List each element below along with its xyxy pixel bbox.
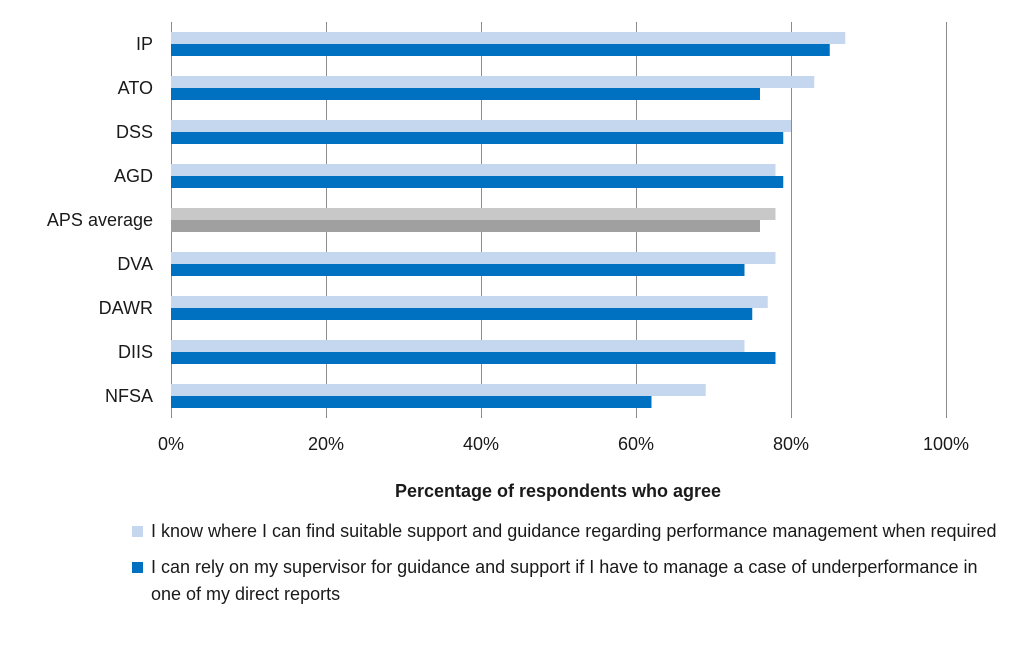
category-label: APS average bbox=[47, 210, 153, 230]
x-tick-label: 20% bbox=[308, 434, 344, 454]
bar-ip-series-2 bbox=[171, 44, 830, 56]
category-labels: IP ATO DSS AGD APS average DVA DAWR DIIS NFSA bbox=[47, 34, 153, 406]
category-label: DAWR bbox=[99, 298, 153, 318]
bars bbox=[171, 32, 846, 408]
category-label: NFSA bbox=[105, 386, 153, 406]
legend-label-series-2: I can rely on my supervisor for guidance… bbox=[151, 557, 978, 604]
category-label: DIIS bbox=[118, 342, 153, 362]
x-tick-label: 40% bbox=[463, 434, 499, 454]
category-label: AGD bbox=[114, 166, 153, 186]
x-tick-label: 80% bbox=[773, 434, 809, 454]
x-tick-label: 0% bbox=[158, 434, 184, 454]
bar-aps-average-series-2 bbox=[171, 220, 760, 232]
category-label: ATO bbox=[118, 78, 153, 98]
bar-aps-average-series-1 bbox=[171, 208, 776, 220]
bar-chart: IP ATO DSS AGD APS average DVA DAWR DIIS NFSA 0%… bbox=[47, 22, 969, 501]
bar-dva-series-1 bbox=[171, 252, 776, 264]
bar-agd-series-2 bbox=[171, 176, 784, 188]
bar-ip-series-1 bbox=[171, 32, 846, 44]
x-tick-label: 60% bbox=[618, 434, 654, 454]
bar-dawr-series-1 bbox=[171, 296, 768, 308]
category-label: DVA bbox=[117, 254, 153, 274]
bar-nfsa-series-2 bbox=[171, 396, 652, 408]
bar-diis-series-2 bbox=[171, 352, 776, 364]
bar-dva-series-2 bbox=[171, 264, 745, 276]
bar-ato-series-1 bbox=[171, 76, 815, 88]
bar-nfsa-series-1 bbox=[171, 384, 706, 396]
bar-ato-series-2 bbox=[171, 88, 760, 100]
legend-swatch-series-1 bbox=[132, 526, 143, 537]
bar-diis-series-1 bbox=[171, 340, 745, 352]
x-axis-title: Percentage of respondents who agree bbox=[395, 481, 721, 501]
category-label: IP bbox=[136, 34, 153, 54]
bar-dss-series-2 bbox=[171, 132, 784, 144]
legend-item-series-1: I know where I can find suitable support… bbox=[130, 518, 1010, 545]
x-axis-ticks: 0% 20% 40% 60% 80% 100% bbox=[158, 434, 969, 454]
x-tick-label: 100% bbox=[923, 434, 969, 454]
legend-swatch-series-2 bbox=[132, 562, 143, 573]
bar-dawr-series-2 bbox=[171, 308, 753, 320]
legend-label-series-1: I know where I can find suitable support… bbox=[151, 521, 997, 541]
category-label: DSS bbox=[116, 122, 153, 142]
bar-dss-series-1 bbox=[171, 120, 791, 132]
legend-item-series-2: I can rely on my supervisor for guidance… bbox=[130, 554, 1010, 608]
bar-agd-series-1 bbox=[171, 164, 776, 176]
legend: I know where I can find suitable support… bbox=[130, 518, 1010, 617]
